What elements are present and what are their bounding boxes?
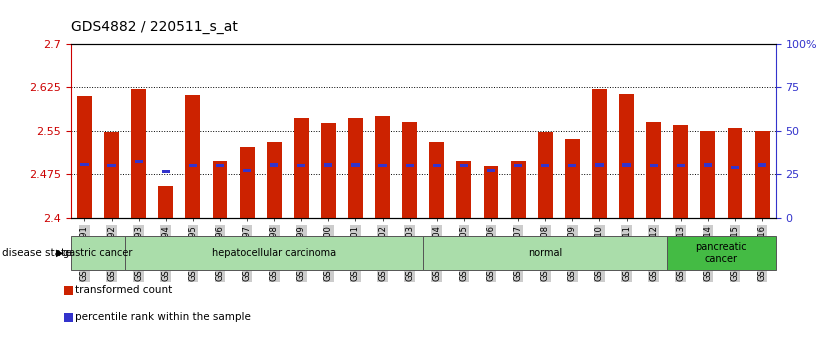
- Bar: [405, 164, 414, 167]
- Bar: [213, 162, 228, 218]
- Bar: [758, 163, 766, 167]
- Bar: [297, 164, 305, 167]
- Bar: [484, 166, 499, 218]
- Bar: [321, 123, 336, 218]
- Bar: [131, 89, 146, 218]
- Bar: [487, 169, 495, 172]
- Bar: [104, 132, 119, 218]
- Bar: [348, 118, 363, 218]
- Bar: [538, 132, 553, 218]
- Bar: [460, 164, 468, 167]
- Text: GDS4882 / 220511_s_at: GDS4882 / 220511_s_at: [71, 20, 238, 34]
- Bar: [673, 125, 688, 218]
- Text: gastric cancer: gastric cancer: [63, 248, 133, 258]
- Bar: [592, 89, 607, 218]
- Bar: [188, 164, 197, 167]
- Bar: [185, 95, 200, 218]
- Text: hepatocellular carcinoma: hepatocellular carcinoma: [212, 248, 336, 258]
- Bar: [243, 169, 251, 172]
- Bar: [514, 164, 522, 167]
- Bar: [80, 163, 88, 166]
- Bar: [430, 142, 445, 218]
- Bar: [239, 147, 254, 218]
- Text: transformed count: transformed count: [75, 285, 173, 295]
- Bar: [731, 166, 739, 169]
- Bar: [324, 163, 333, 167]
- Bar: [727, 128, 742, 218]
- Bar: [646, 122, 661, 218]
- Bar: [595, 163, 604, 167]
- Bar: [565, 139, 580, 218]
- Bar: [351, 163, 359, 167]
- Bar: [541, 164, 550, 167]
- Bar: [755, 131, 770, 218]
- Bar: [433, 164, 441, 167]
- Text: ▶: ▶: [56, 248, 63, 258]
- Bar: [162, 170, 170, 173]
- Text: pancreatic
cancer: pancreatic cancer: [696, 242, 747, 264]
- Bar: [267, 142, 282, 218]
- Bar: [619, 94, 634, 218]
- Bar: [108, 164, 116, 167]
- Bar: [134, 160, 143, 163]
- Bar: [294, 118, 309, 218]
- Bar: [676, 164, 685, 167]
- Bar: [158, 186, 173, 218]
- Bar: [77, 96, 92, 218]
- Bar: [270, 163, 279, 167]
- Bar: [510, 162, 525, 218]
- Bar: [568, 164, 576, 167]
- Bar: [701, 131, 716, 218]
- Bar: [650, 164, 658, 167]
- Bar: [216, 164, 224, 167]
- Bar: [375, 115, 390, 218]
- Bar: [379, 164, 387, 167]
- Bar: [402, 122, 417, 218]
- Text: percentile rank within the sample: percentile rank within the sample: [75, 312, 251, 322]
- Text: disease state: disease state: [2, 248, 71, 258]
- Text: normal: normal: [528, 248, 562, 258]
- Bar: [704, 163, 712, 167]
- Bar: [456, 162, 471, 218]
- Bar: [622, 163, 631, 167]
